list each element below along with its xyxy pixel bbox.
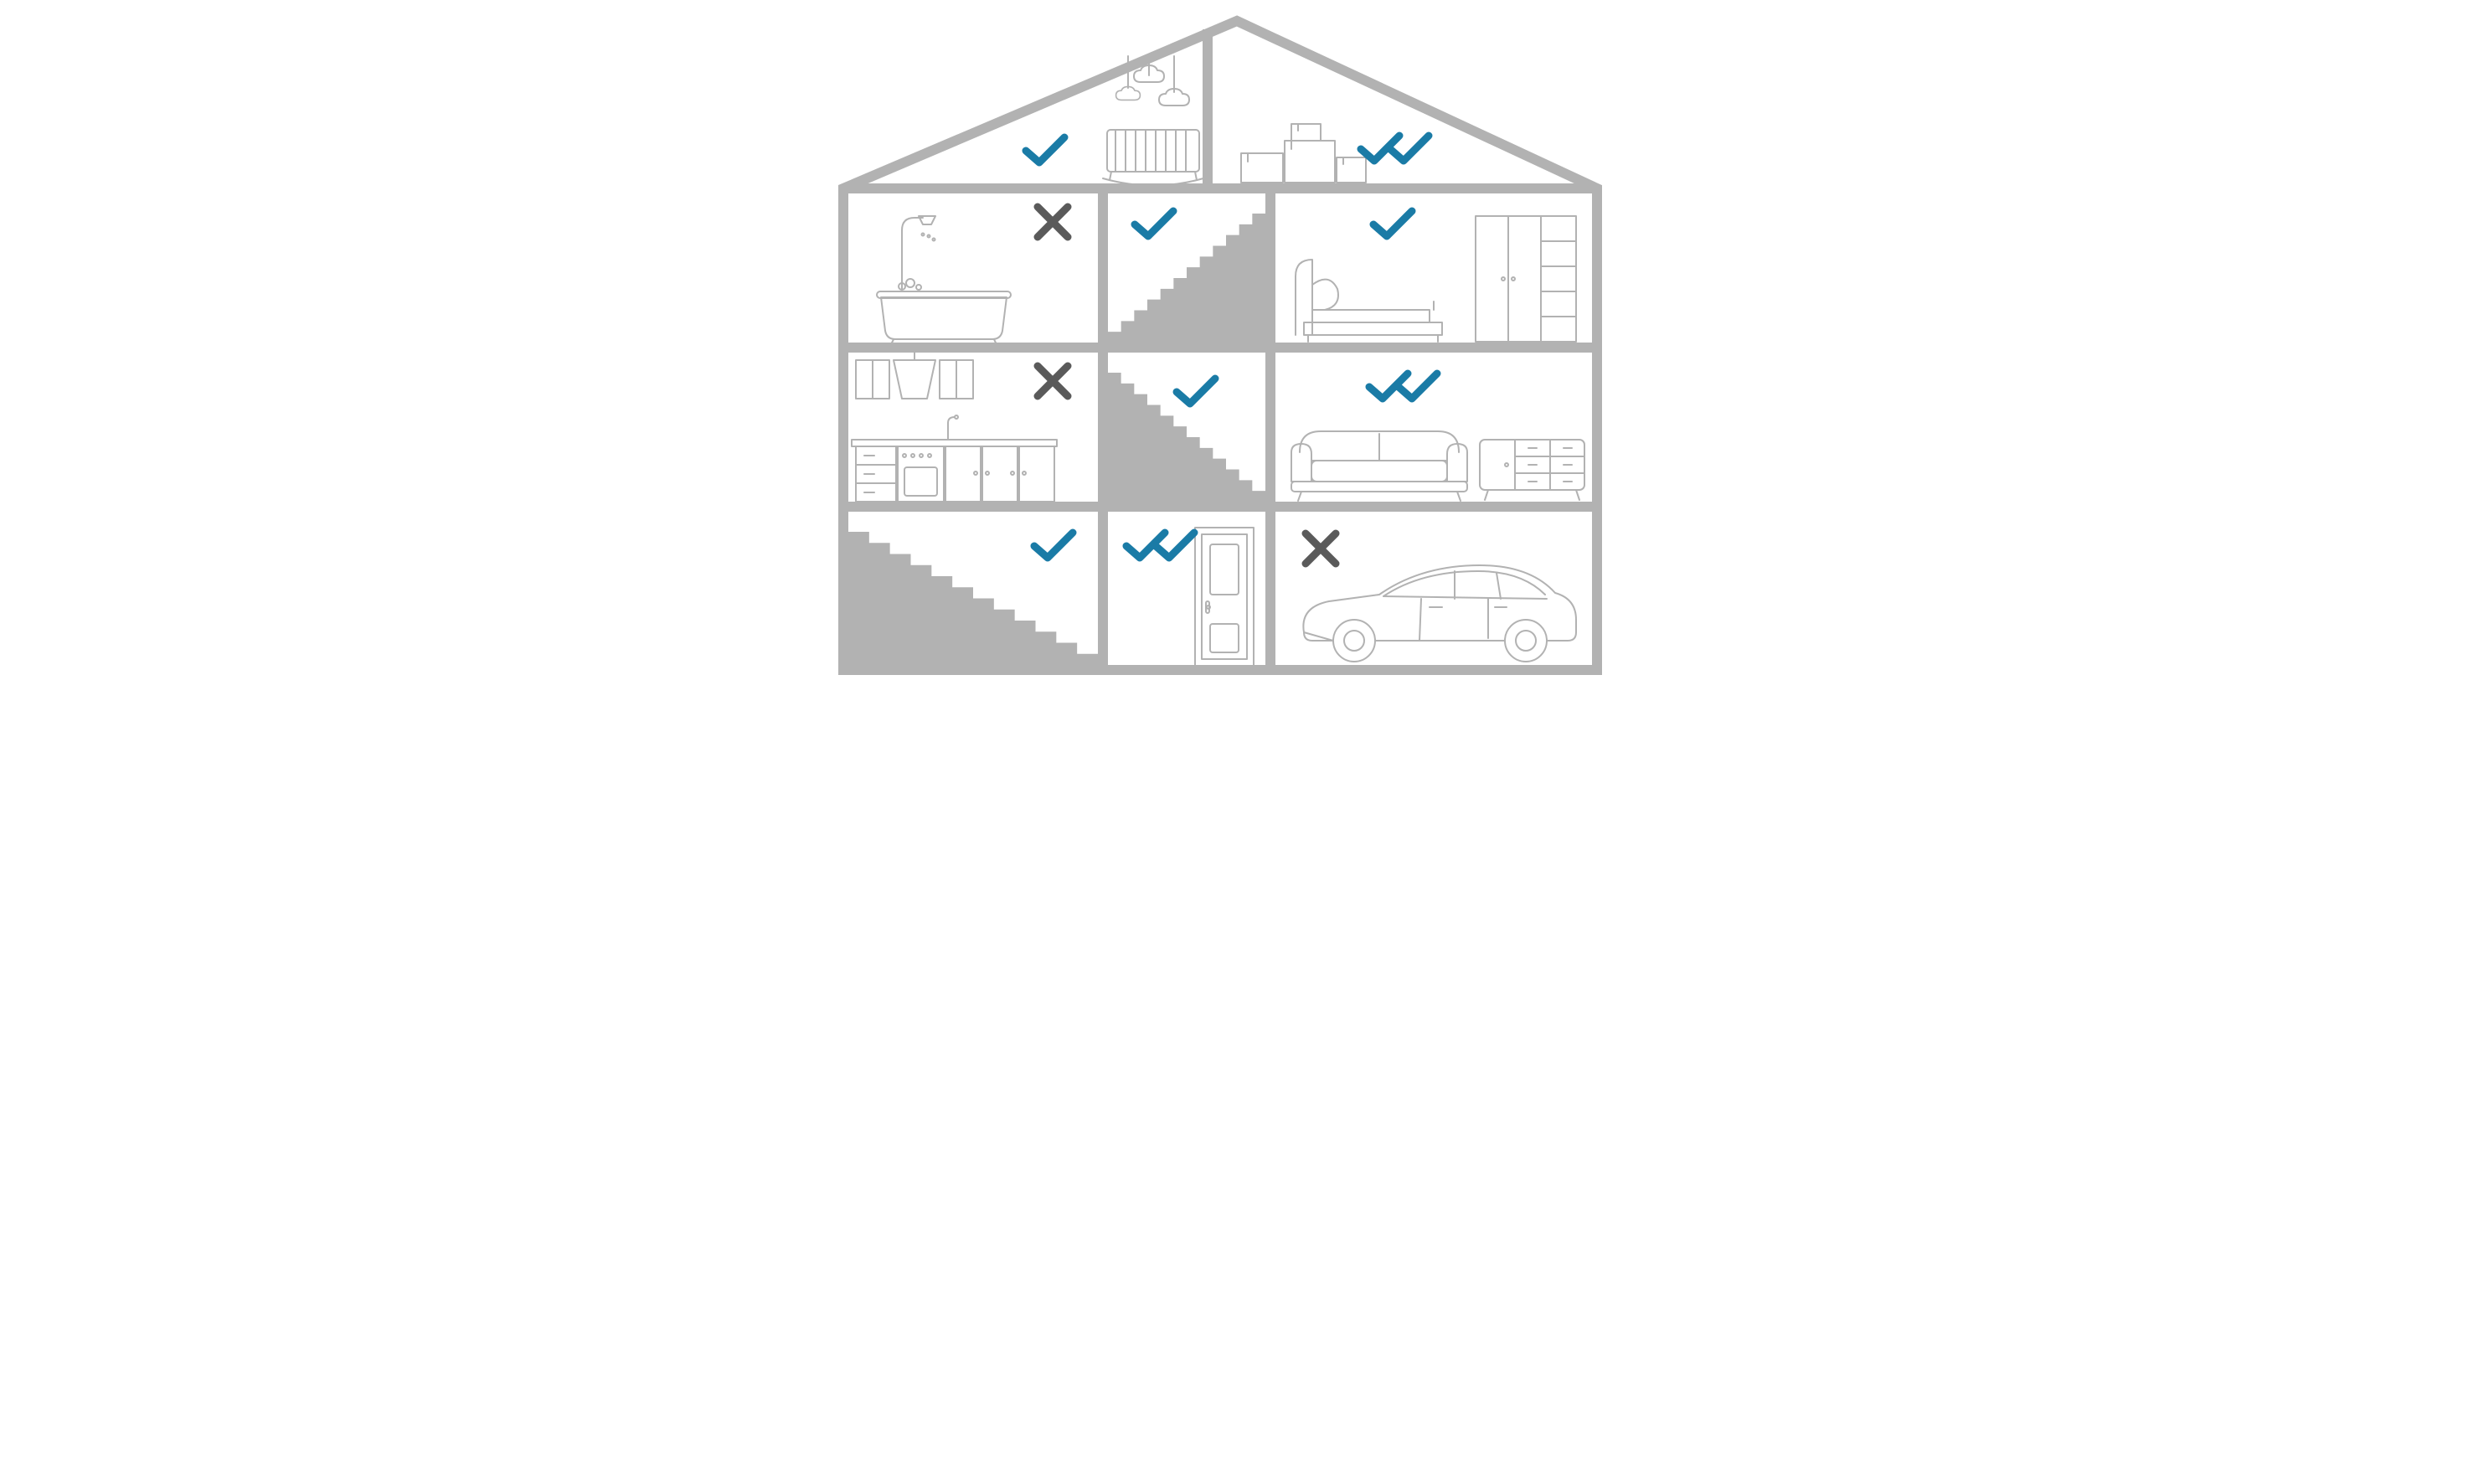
house-cross-section-diagram [651,0,1823,692]
check-mark-icon [1026,137,1064,162]
check-mark-icon [1034,533,1073,558]
storage-boxes-icon [1241,124,1366,183]
sofa-icon [1291,431,1467,501]
house-walls [843,21,1597,670]
stairs-upper [1108,214,1265,343]
cross-mark-icon [1038,366,1068,396]
cross-mark-icon [1038,207,1068,237]
cross-mark-icon [1306,533,1336,564]
car-icon [1303,565,1576,662]
stairs-ground [848,532,1098,665]
check-mark-icon [1177,379,1215,404]
kitchen-icon [852,352,1057,502]
furniture-layer [852,56,1584,666]
check-mark-icon [1373,211,1412,236]
check-mark-icon [1135,211,1173,236]
stairs-middle [1108,373,1265,502]
front-door-icon [1195,528,1254,666]
bathtub-icon [877,216,1011,346]
bed-icon [1296,260,1442,342]
sideboard-icon [1480,440,1584,500]
wardrobe-icon [1476,216,1576,342]
